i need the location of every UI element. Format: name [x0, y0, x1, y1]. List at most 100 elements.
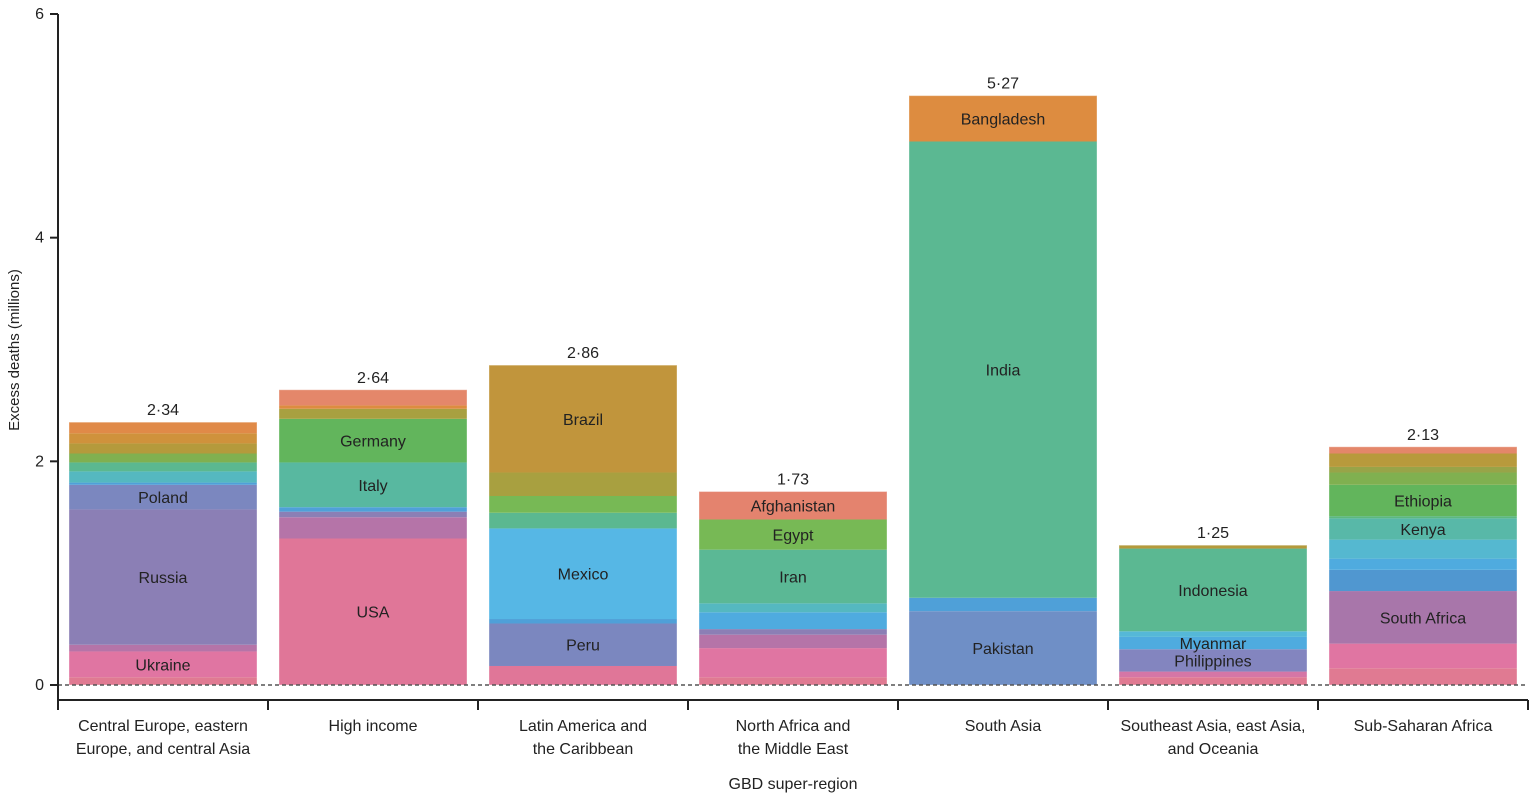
bar-segment — [1329, 668, 1517, 685]
x-axis: Central Europe, eastern Europe, and centr… — [57, 700, 1529, 758]
bar-segment — [69, 453, 257, 463]
y-tick-label: 0 — [35, 677, 44, 694]
bar-stack: USA Italy Germany 2·64 — [278, 370, 468, 686]
bar-segment — [279, 517, 467, 539]
x-tick-label: Central Europe, eastern — [78, 718, 248, 735]
bar-segment — [69, 462, 257, 472]
bar-segment — [909, 141, 1097, 598]
bar-segment — [489, 472, 677, 497]
segment-label: Kenya — [1400, 522, 1445, 539]
segment-label: Philippines — [1174, 653, 1251, 670]
y-axis: 0 2 4 6 — [35, 6, 58, 694]
x-tick-label: High income — [329, 718, 418, 735]
bar-segment — [1119, 677, 1307, 685]
bar-segment — [279, 507, 467, 512]
bar-total-label: 1·73 — [777, 472, 809, 489]
segment-label: Ukraine — [135, 657, 190, 674]
bar-segment — [279, 405, 467, 409]
bar-total-label: 2·64 — [357, 370, 389, 387]
y-tick-label: 6 — [35, 6, 44, 23]
segment-label: Russia — [139, 570, 188, 587]
bar-segment — [489, 512, 677, 529]
bar-segment — [909, 611, 1097, 685]
bar-segment — [699, 629, 887, 635]
segment-label: Poland — [138, 490, 188, 507]
bar-segment — [69, 677, 257, 685]
x-tick-label: North Africa and — [736, 718, 851, 735]
segment-label: Italy — [358, 478, 387, 495]
bar-segment — [699, 634, 887, 649]
segment-label: India — [986, 363, 1021, 380]
bar-segment — [1329, 591, 1517, 644]
segment-label: South Africa — [1380, 610, 1466, 627]
segment-label: Iran — [779, 570, 807, 587]
segment-label: USA — [357, 605, 390, 622]
bar-segment — [1119, 548, 1307, 632]
bar-segment — [69, 482, 257, 485]
bar-segment — [69, 509, 257, 645]
y-tick-label: 4 — [35, 230, 44, 247]
bar-segment — [699, 603, 887, 613]
bar-segment — [1329, 643, 1517, 669]
bar-segment — [69, 644, 257, 652]
bar-segment — [909, 95, 1097, 142]
bar-total-label: 1·25 — [1197, 525, 1229, 542]
bar-total-label: 2·13 — [1407, 427, 1439, 444]
x-tick-label: Europe, and central Asia — [76, 741, 250, 758]
segment-label: Indonesia — [1178, 583, 1247, 600]
segment-label: Ethiopia — [1394, 493, 1452, 510]
bar-segment — [69, 443, 257, 454]
bar-total-label: 2·34 — [147, 402, 179, 419]
x-tick-label: the Caribbean — [533, 741, 634, 758]
bar-total-label: 2·86 — [567, 345, 599, 362]
bar-segment — [699, 549, 887, 604]
bar-segment — [69, 484, 257, 510]
bar-segment — [1119, 631, 1307, 637]
bars-layer: Ukraine Russia Poland 2·34 USA Italy Germany 2·… — [68, 76, 1518, 686]
x-tick-label: South Asia — [965, 718, 1042, 735]
bar-segment — [279, 418, 467, 463]
segment-label: Mexico — [558, 567, 609, 584]
bar-segment — [1119, 636, 1307, 650]
bar-segment — [489, 623, 677, 666]
segment-label: Peru — [566, 638, 600, 655]
x-tick-label: the Middle East — [738, 741, 849, 758]
bar-segment — [909, 597, 1097, 612]
bar-segment — [279, 538, 467, 685]
segment-label: Myanmar — [1180, 636, 1247, 653]
bar-segment — [699, 612, 887, 630]
segment-label: Afghanistan — [751, 499, 836, 516]
segment-label: Egypt — [773, 528, 814, 545]
bar-segment — [1329, 569, 1517, 592]
bar-segment — [1329, 453, 1517, 467]
bar-stack: Iran Egypt Afghanistan 1·73 — [698, 472, 888, 686]
segment-label: Pakistan — [972, 641, 1033, 658]
x-axis-label: GBD super-region — [729, 776, 858, 793]
bar-segment — [279, 408, 467, 419]
bar-segment — [1119, 545, 1307, 549]
bar-stack: Ukraine Russia Poland 2·34 — [68, 402, 258, 686]
bar-segment — [1329, 518, 1517, 540]
bar-segment — [489, 528, 677, 620]
bar-segment — [1329, 472, 1517, 485]
y-axis-label: Excess deaths (millions) — [6, 269, 23, 431]
bar-segment — [279, 511, 467, 518]
bar-segment — [1119, 671, 1307, 678]
bar-segment — [279, 462, 467, 508]
bar-segment — [69, 422, 257, 434]
bar-segment — [489, 496, 677, 513]
bar-segment — [699, 519, 887, 550]
bar-segment — [1329, 446, 1517, 454]
segment-label: Bangladesh — [961, 112, 1046, 129]
bar-segment — [699, 648, 887, 678]
bar-total-label: 5·27 — [987, 76, 1019, 93]
bar-segment — [489, 665, 677, 685]
bar-segment — [69, 433, 257, 444]
bar-segment — [1329, 466, 1517, 473]
bar-segment — [1329, 484, 1517, 517]
segment-label: Germany — [340, 434, 406, 451]
bar-segment — [489, 365, 677, 473]
bar-stack: South Africa Kenya Ethiopia 2·13 — [1328, 427, 1518, 686]
bar-stack: Pakistan India Bangladesh 5·27 — [908, 76, 1098, 686]
